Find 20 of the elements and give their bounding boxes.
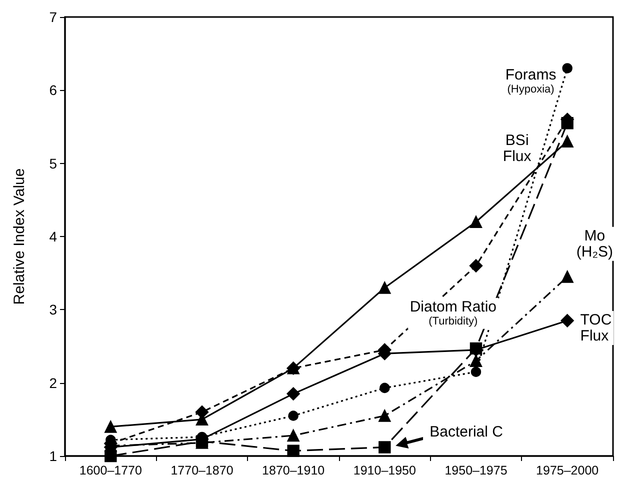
series-label: Mo (H₂S): [576, 227, 614, 260]
x-tick-label: 1975–2000: [536, 464, 599, 478]
x-tick-label: 1870–1910: [262, 464, 325, 478]
series-label: TOC Flux: [580, 311, 612, 344]
x-tick-label: 1950–1975: [444, 464, 508, 478]
y-tick-label: 6: [49, 82, 58, 98]
series-label: Diatom Ratio (Turbidity): [410, 298, 497, 328]
y-tick-label: 1: [49, 448, 58, 464]
x-tick-label: 1910–1950: [353, 464, 416, 478]
y-tick-label: 7: [49, 9, 58, 25]
y-tick-label: 4: [49, 228, 58, 244]
y-tick-label: 2: [49, 374, 58, 391]
x-tick-label: 1770–1870: [170, 464, 234, 478]
y-tick-label: 3: [49, 302, 58, 318]
x-tick-label: 1600–1770: [79, 464, 142, 478]
series-label: Forams (Hypoxia): [505, 66, 556, 96]
series-label: Bacterial C: [430, 423, 504, 440]
y-tick-label: 5: [49, 155, 58, 172]
y-axis-title: Relative Index Value: [11, 168, 28, 305]
series-label: BSi Flux: [502, 132, 532, 166]
